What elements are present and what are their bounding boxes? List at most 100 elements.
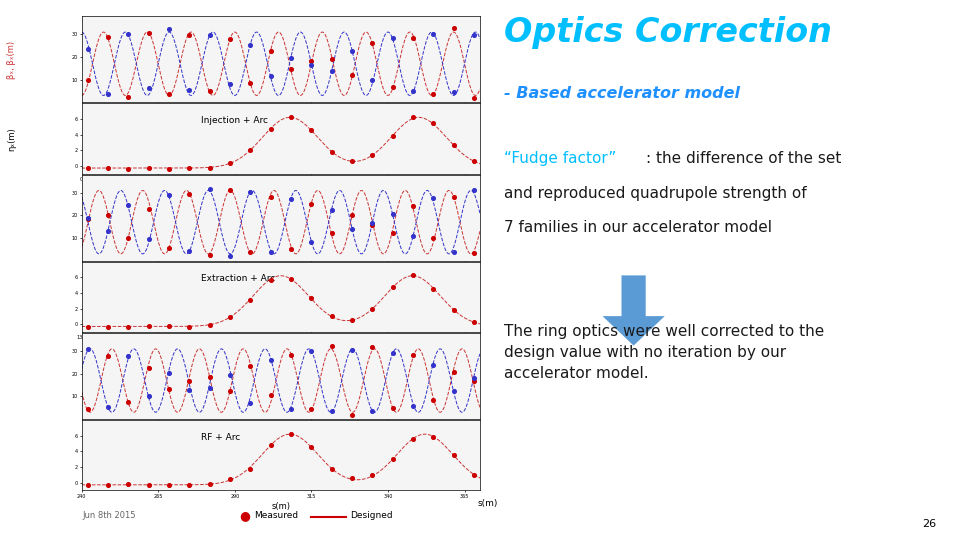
Point — [141, 481, 156, 489]
Point — [161, 321, 177, 330]
Point — [385, 283, 400, 292]
Text: s(m): s(m) — [477, 499, 497, 508]
Point — [121, 92, 136, 101]
Text: βₓ, βₓ(m): βₓ, βₓ(m) — [7, 40, 16, 79]
Point — [243, 247, 258, 256]
Point — [303, 347, 319, 355]
Point — [283, 404, 299, 413]
Point — [425, 396, 441, 404]
Point — [181, 386, 197, 395]
Point — [445, 451, 461, 460]
Point — [263, 46, 278, 55]
Point — [202, 373, 217, 382]
Point — [80, 214, 95, 222]
Point — [425, 193, 441, 202]
Point — [365, 150, 380, 159]
Point — [223, 185, 238, 194]
Text: ●: ● — [239, 509, 251, 522]
Point — [345, 47, 360, 56]
Point — [445, 193, 461, 201]
Point — [283, 245, 299, 253]
Point — [345, 71, 360, 79]
Point — [80, 481, 95, 490]
Point — [303, 405, 319, 414]
Point — [223, 251, 238, 260]
Point — [181, 322, 197, 331]
Point — [141, 29, 156, 37]
Point — [467, 470, 482, 479]
Text: Extraction + Arc: Extraction + Arc — [202, 274, 276, 284]
Point — [202, 31, 217, 39]
Point — [425, 119, 441, 127]
Point — [283, 351, 299, 360]
Point — [365, 76, 380, 84]
Point — [303, 294, 319, 303]
Point — [345, 210, 360, 219]
Point — [365, 407, 380, 416]
Point — [283, 430, 299, 438]
Point — [324, 206, 339, 214]
Point — [121, 352, 136, 361]
Point — [202, 87, 217, 96]
Point — [385, 455, 400, 463]
Point — [283, 194, 299, 203]
Point — [121, 322, 136, 331]
Point — [345, 411, 360, 420]
Point — [141, 84, 156, 92]
Point — [303, 442, 319, 451]
Point — [405, 402, 420, 410]
Point — [263, 193, 278, 201]
Point — [80, 76, 95, 85]
Text: Measured: Measured — [254, 511, 299, 520]
Point — [445, 306, 461, 314]
Point — [161, 191, 177, 199]
Point — [243, 145, 258, 154]
Point — [223, 35, 238, 43]
Point — [80, 345, 95, 354]
Point — [223, 387, 238, 395]
Point — [263, 275, 278, 284]
Point — [324, 147, 339, 156]
Point — [101, 403, 116, 411]
Point — [345, 346, 360, 354]
Point — [80, 322, 95, 331]
Point — [345, 157, 360, 165]
Point — [405, 34, 420, 43]
Point — [365, 220, 380, 229]
Text: Injection + Arc: Injection + Arc — [202, 116, 268, 125]
Point — [223, 371, 238, 380]
Point — [445, 24, 461, 32]
Point — [324, 312, 339, 320]
Point — [303, 238, 319, 247]
Point — [405, 113, 420, 122]
Point — [121, 234, 136, 242]
Point — [467, 374, 482, 383]
Point — [243, 399, 258, 408]
Point — [101, 351, 116, 360]
Point — [181, 377, 197, 386]
Point — [365, 342, 380, 351]
Point — [263, 247, 278, 256]
Point — [303, 126, 319, 134]
Text: - Based accelerator model: - Based accelerator model — [504, 86, 740, 102]
Point — [202, 320, 217, 329]
Point — [223, 474, 238, 483]
Point — [80, 163, 95, 172]
Point — [101, 32, 116, 41]
Point — [445, 368, 461, 377]
Point — [141, 322, 156, 330]
Point — [467, 377, 482, 386]
Point — [181, 164, 197, 172]
Point — [243, 362, 258, 370]
Point — [303, 57, 319, 65]
Point — [345, 225, 360, 234]
Point — [405, 87, 420, 96]
Text: The ring optics were well corrected to the
design value with no iteration by our: The ring optics were well corrected to t… — [504, 324, 825, 381]
Text: 7 families in our accelerator model: 7 families in our accelerator model — [504, 220, 772, 235]
Point — [425, 29, 441, 38]
Text: and reproduced quadrupole strength of: and reproduced quadrupole strength of — [504, 186, 806, 201]
Point — [263, 441, 278, 449]
Point — [121, 164, 136, 173]
Text: Designed: Designed — [350, 511, 393, 520]
Point — [121, 201, 136, 210]
